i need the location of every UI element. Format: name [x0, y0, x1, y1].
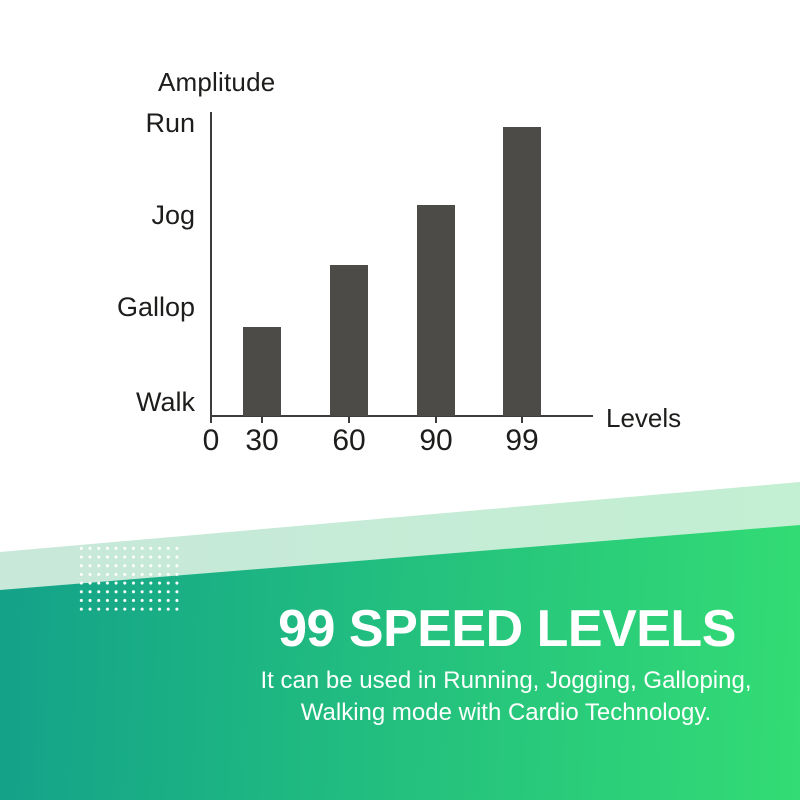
- banner-body: It can be used in Running, Jogging, Gall…: [196, 665, 800, 728]
- y-label-gallop: Gallop: [116, 292, 195, 322]
- y-axis-line: [210, 112, 212, 416]
- x-axis-tick: [348, 417, 350, 423]
- bar-99: [503, 127, 541, 416]
- x-tick-label-0: 0: [202, 424, 220, 457]
- y-label-walk: Walk: [136, 387, 195, 417]
- banner-body-line-2: Walking mode with Cardio Technology.: [300, 698, 712, 726]
- bar-60: [330, 265, 368, 416]
- chart-title: Amplitude: [158, 67, 276, 97]
- x-axis-tick: [435, 417, 437, 423]
- decor-dot-grid: [77, 544, 183, 614]
- x-tick-label-60: 60: [332, 424, 366, 457]
- banner-heading: 99 SPEED LEVELS: [278, 600, 736, 658]
- x-axis-tick: [210, 417, 212, 423]
- y-label-run: Run: [145, 108, 195, 138]
- x-axis-title: Levels: [606, 403, 682, 433]
- bar-90: [417, 205, 455, 416]
- x-axis-tick: [521, 417, 523, 423]
- y-label-jog: Jog: [151, 200, 195, 230]
- banner-body-line-1: It can be used in Running, Jogging, Gall…: [260, 667, 752, 694]
- x-axis-line: [210, 415, 593, 417]
- bar-30: [243, 327, 281, 416]
- x-axis-tick: [261, 417, 263, 423]
- x-tick-label-30: 30: [245, 424, 279, 457]
- x-tick-label-99: 99: [505, 424, 539, 457]
- x-tick-label-90: 90: [419, 424, 453, 457]
